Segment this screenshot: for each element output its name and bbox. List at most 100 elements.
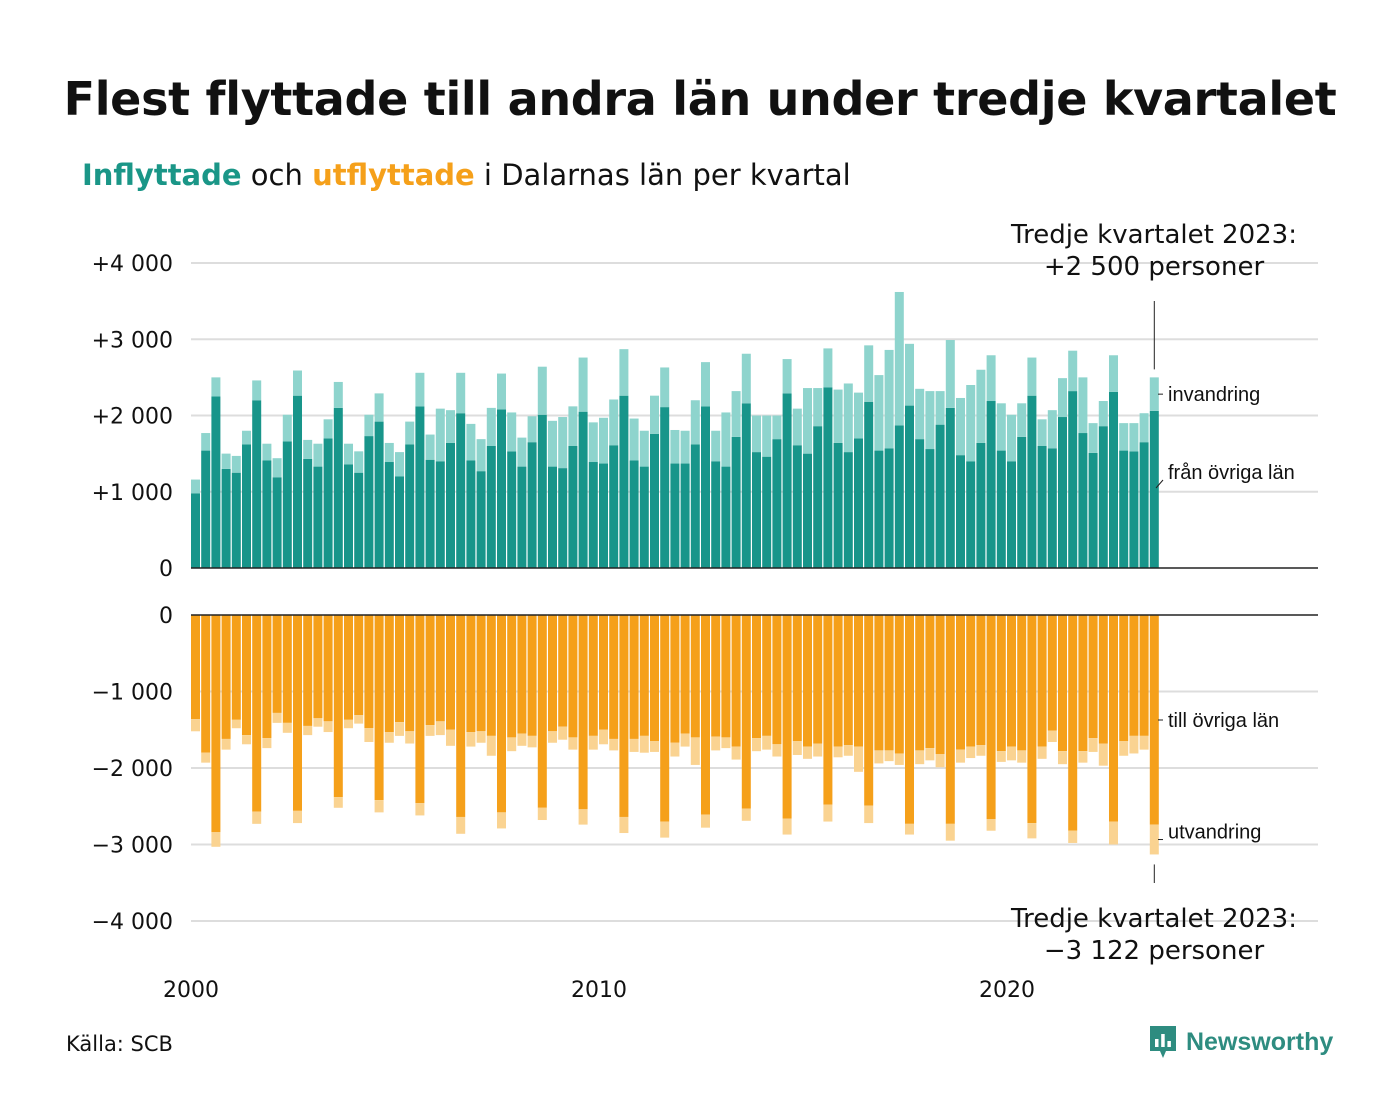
bar-segment [721, 615, 731, 738]
bar-segment [813, 426, 823, 568]
bar-segment [772, 744, 782, 757]
bar-segment [721, 412, 731, 467]
bar-segment [639, 735, 649, 753]
subtitle-rest: i Dalarnas län per kvartal [474, 158, 851, 192]
bar-segment [680, 430, 690, 464]
bar-segment [395, 452, 404, 477]
bar-segment [609, 399, 619, 446]
y-tick-label: +3 000 [92, 328, 173, 353]
label-till-ovriga-lan: till övriga län [1168, 710, 1279, 732]
bar-segment [466, 732, 476, 747]
bar-segment [752, 738, 761, 752]
bar-segment [272, 615, 282, 713]
bar-segment [578, 615, 588, 810]
bar-segment [945, 407, 955, 568]
bar-segment [333, 615, 343, 798]
y-tick-label: +1 000 [92, 481, 173, 506]
bar-segment [497, 615, 506, 813]
bar-segment [456, 816, 466, 834]
bar-segment [395, 722, 404, 736]
bar-segment [1058, 751, 1067, 765]
bar-segment [905, 823, 914, 835]
bar-segment [486, 446, 496, 568]
bar-segment [996, 751, 1006, 762]
bar-segment [272, 458, 282, 478]
bar-segment [588, 615, 598, 736]
bar-segment [864, 805, 874, 824]
brand-name: Newsworthy [1186, 1027, 1334, 1056]
bar-segment [843, 383, 853, 453]
y-tick-label: −4 000 [92, 910, 173, 935]
bar-segment [344, 615, 353, 720]
bar-segment [956, 615, 965, 750]
bar-segment [364, 615, 374, 729]
bar-segment [517, 466, 527, 568]
bar-segment [690, 615, 700, 738]
bar-segment [374, 615, 384, 801]
bar-segment [680, 733, 690, 747]
bar-segment [548, 420, 557, 467]
bar-segment [792, 445, 802, 568]
bar-segment [660, 615, 670, 822]
bar-segment [262, 615, 272, 739]
bar-segment [374, 393, 384, 422]
bar-segment [568, 406, 578, 446]
bar-segment [680, 615, 690, 734]
bar-segment [364, 436, 374, 568]
y-tick-label: −2 000 [92, 757, 173, 782]
newsworthy-logo-icon [1150, 1026, 1176, 1058]
bar-segment [1068, 615, 1078, 831]
bar-segment [701, 814, 710, 828]
bar-segment [1047, 448, 1057, 568]
bar-segment [741, 353, 751, 404]
bar-segment [986, 355, 996, 402]
bar-segment [996, 615, 1006, 752]
bar-segment [1047, 730, 1057, 742]
bar-segment [782, 615, 792, 819]
bar-segment [864, 401, 874, 568]
bar-segment [537, 615, 547, 808]
bar-segment [1058, 615, 1067, 752]
bar-segment [1027, 615, 1037, 824]
bar-segment [1078, 377, 1088, 434]
bar-segment [894, 291, 904, 426]
bar-segment [1088, 423, 1098, 453]
bar-segment [456, 413, 466, 568]
bar-segment [874, 615, 884, 751]
bar-segment [833, 615, 843, 747]
bar-segment [1017, 615, 1027, 751]
bar-segment [629, 615, 639, 739]
bar-segment [568, 446, 578, 568]
x-tick-label: 2010 [571, 978, 627, 1003]
bar-segment [650, 615, 659, 742]
bar-segment [884, 349, 894, 449]
bar-segment [690, 444, 700, 568]
bar-segment [425, 459, 435, 568]
bar-segment [619, 816, 629, 834]
bar-segment [986, 615, 996, 820]
bar-segment [211, 396, 221, 568]
bar-segment [711, 615, 721, 737]
bar-segment [537, 414, 547, 568]
bar-segment [211, 377, 221, 397]
bar-segment [752, 415, 761, 453]
bar-segment [568, 615, 578, 738]
bar-segment [293, 370, 302, 396]
bar-segment [1149, 824, 1159, 855]
bottom-annotation-label: Tredje kvartalet 2023: [1010, 904, 1297, 934]
bar-segment [762, 415, 772, 457]
bar-segment [1119, 741, 1129, 756]
bar-segment [456, 372, 466, 414]
bar-segment [548, 615, 557, 732]
bar-segment [201, 450, 211, 568]
bar-segment [874, 450, 884, 568]
bar-segment [925, 391, 935, 450]
bar-segment [925, 748, 935, 761]
bar-segment [435, 615, 445, 722]
bar-segment [252, 400, 262, 568]
bar-segment [823, 804, 833, 822]
bar-segment [1149, 410, 1159, 568]
bar-segment [1098, 426, 1108, 568]
source-note: Källa: SCB [66, 1032, 173, 1056]
bar-segment [415, 406, 425, 568]
